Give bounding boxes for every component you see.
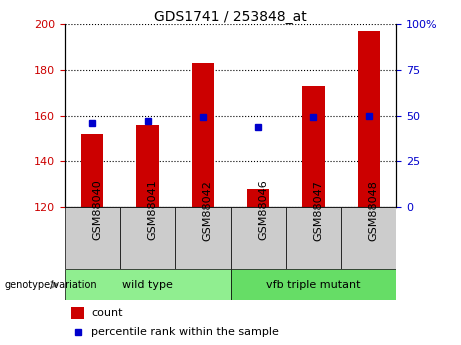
Bar [230,207,286,269]
Text: GDS1741 / 253848_at: GDS1741 / 253848_at [154,10,307,24]
Bar [286,207,341,269]
Bar [358,31,380,207]
Text: GSM88042: GSM88042 [203,180,213,240]
Bar [302,86,325,207]
Bar [120,207,175,269]
Bar [192,63,214,207]
Bar [65,269,230,300]
Bar [136,125,159,207]
Text: GSM88048: GSM88048 [369,180,379,240]
Text: count: count [91,308,123,318]
Text: percentile rank within the sample: percentile rank within the sample [91,327,279,337]
Bar [247,189,269,207]
Text: GSM88047: GSM88047 [313,180,324,240]
Text: GSM88040: GSM88040 [92,180,102,240]
Text: GSM88046: GSM88046 [258,180,268,240]
Text: wild type: wild type [122,280,173,289]
Bar [341,207,396,269]
Text: vfb triple mutant: vfb triple mutant [266,280,361,289]
Bar [71,307,84,319]
Bar [175,207,230,269]
Text: genotype/variation: genotype/variation [5,280,97,289]
Bar [81,134,103,207]
Bar [230,269,396,300]
Bar [65,207,120,269]
Text: GSM88041: GSM88041 [148,180,158,240]
